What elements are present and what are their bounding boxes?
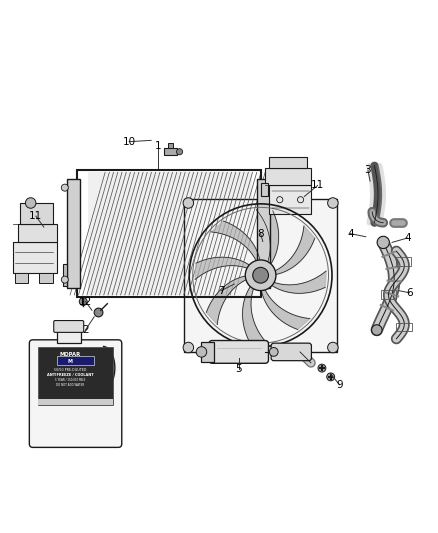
- Bar: [168, 143, 173, 148]
- Polygon shape: [261, 286, 310, 329]
- Text: 4: 4: [404, 233, 411, 243]
- Bar: [63, 264, 67, 286]
- Bar: [57, 331, 81, 343]
- Bar: [184, 199, 337, 352]
- Text: 11: 11: [29, 211, 42, 221]
- Circle shape: [328, 198, 338, 208]
- Bar: [88, 172, 252, 295]
- Circle shape: [61, 276, 68, 283]
- Text: 6: 6: [406, 288, 413, 298]
- Bar: [265, 168, 311, 185]
- Polygon shape: [211, 221, 261, 265]
- Bar: [18, 224, 57, 241]
- Text: 12: 12: [79, 296, 92, 306]
- Text: 5 YEAR / 150,000 MILE: 5 YEAR / 150,000 MILE: [55, 378, 85, 383]
- Bar: [77, 170, 261, 297]
- FancyBboxPatch shape: [271, 343, 311, 361]
- Circle shape: [269, 348, 278, 356]
- Text: MOPAR: MOPAR: [60, 352, 81, 357]
- Bar: [201, 342, 214, 361]
- Text: 7: 7: [218, 286, 225, 296]
- FancyBboxPatch shape: [54, 320, 84, 333]
- Circle shape: [328, 342, 338, 353]
- Text: 4: 4: [347, 229, 354, 239]
- Bar: [15, 273, 28, 282]
- Circle shape: [177, 149, 183, 155]
- FancyBboxPatch shape: [29, 340, 122, 447]
- Text: 50/50 PRE-DILUTED: 50/50 PRE-DILUTED: [54, 368, 87, 372]
- Polygon shape: [243, 283, 265, 341]
- Text: ANTIFREEZE / COOLANT: ANTIFREEZE / COOLANT: [47, 373, 94, 377]
- Text: 9: 9: [336, 379, 343, 390]
- Circle shape: [183, 342, 194, 353]
- Circle shape: [61, 184, 68, 191]
- Circle shape: [253, 268, 268, 283]
- Bar: [67, 179, 80, 288]
- Bar: [396, 322, 412, 332]
- Circle shape: [318, 364, 326, 372]
- Circle shape: [327, 373, 335, 381]
- Polygon shape: [195, 257, 253, 279]
- Bar: [261, 183, 268, 197]
- Text: 3: 3: [364, 165, 371, 175]
- Bar: [38, 399, 113, 405]
- Circle shape: [371, 325, 382, 335]
- Text: 10: 10: [123, 136, 136, 147]
- Bar: [13, 241, 57, 273]
- Polygon shape: [271, 226, 315, 275]
- Circle shape: [25, 198, 36, 208]
- Text: 5: 5: [235, 365, 242, 374]
- Circle shape: [377, 236, 389, 248]
- Text: 2: 2: [82, 325, 89, 335]
- Polygon shape: [206, 275, 250, 325]
- Circle shape: [94, 308, 103, 317]
- Bar: [269, 157, 307, 168]
- Circle shape: [196, 346, 207, 357]
- FancyBboxPatch shape: [209, 341, 268, 364]
- Circle shape: [79, 297, 87, 305]
- Bar: [396, 257, 411, 266]
- Bar: [164, 148, 177, 155]
- Polygon shape: [256, 209, 279, 268]
- Bar: [39, 273, 53, 282]
- Text: M: M: [68, 359, 73, 364]
- Bar: [381, 290, 396, 298]
- Text: DO NOT ADD WATER: DO NOT ADD WATER: [57, 383, 85, 387]
- Text: 8: 8: [257, 229, 264, 239]
- Polygon shape: [268, 271, 326, 293]
- Text: 11: 11: [311, 181, 324, 190]
- Bar: [57, 356, 94, 366]
- Bar: [257, 179, 270, 288]
- Bar: [269, 185, 311, 214]
- Circle shape: [245, 260, 276, 290]
- Text: 1: 1: [154, 141, 161, 151]
- Bar: [38, 347, 113, 405]
- Circle shape: [183, 198, 194, 208]
- Bar: [20, 203, 53, 224]
